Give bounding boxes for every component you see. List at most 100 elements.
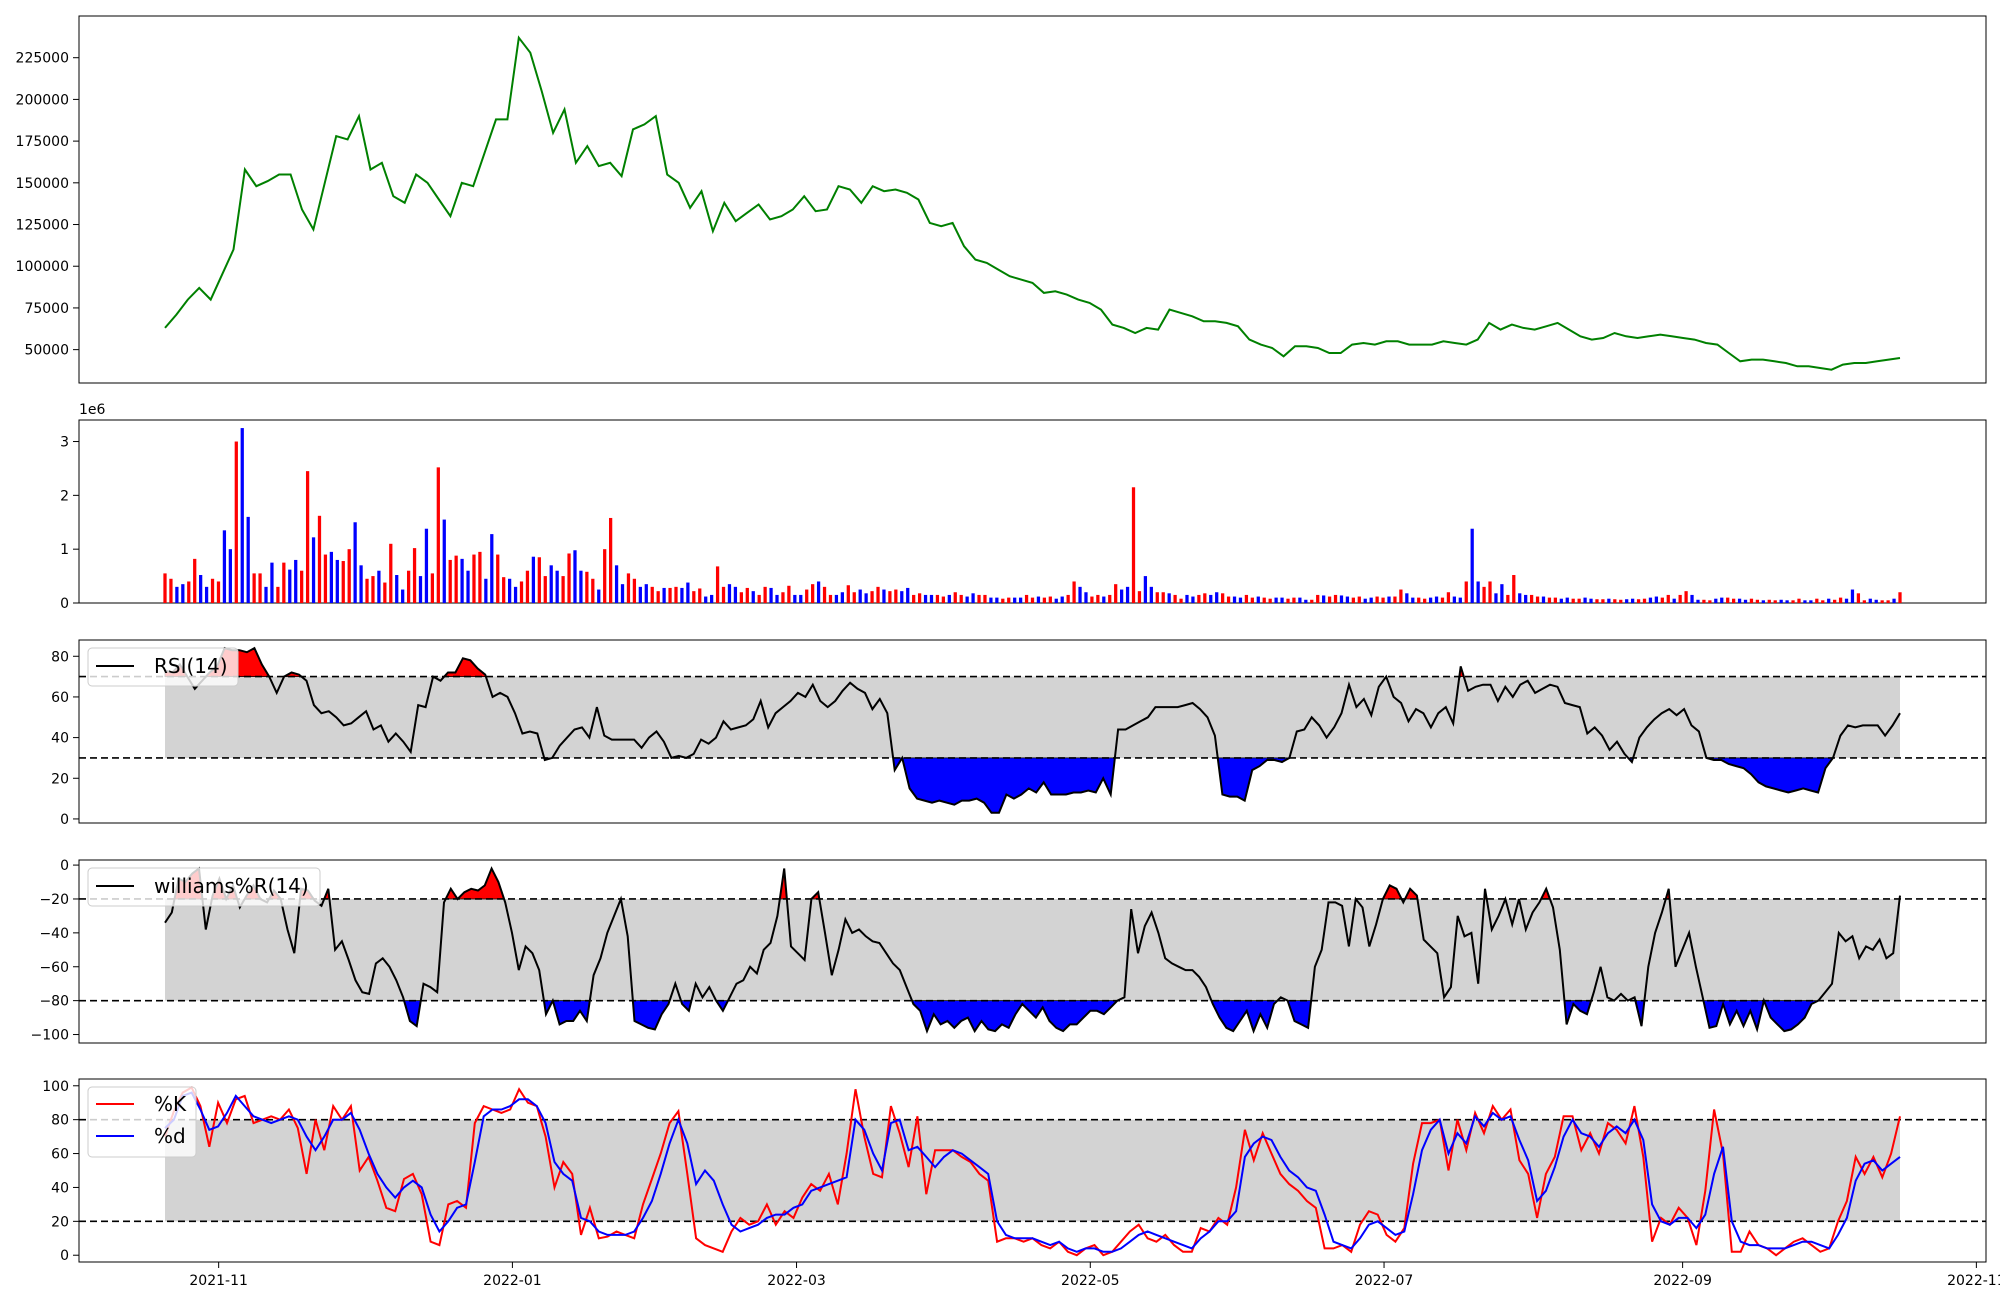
volume-bar: [448, 559, 452, 603]
rsi-y-tick-label: 20: [51, 771, 69, 787]
volume-bar: [822, 586, 827, 603]
volume-bar: [234, 441, 238, 603]
stochastic-y-tick-label: 60: [51, 1147, 69, 1163]
volume-bar: [1137, 591, 1142, 603]
volume-bar: [175, 586, 179, 603]
volume-bar: [311, 537, 316, 603]
volume-bar: [1066, 594, 1070, 603]
volume-bar: [775, 594, 779, 603]
volume-bar: [614, 565, 619, 603]
volume-bar: [1238, 597, 1243, 603]
volume-bar: [412, 548, 417, 603]
volume-bar: [816, 581, 821, 603]
volume-bar: [1018, 597, 1023, 603]
volume-bar: [335, 559, 339, 603]
volume-bar: [1559, 598, 1563, 603]
volume-bar: [864, 593, 868, 603]
volume-bar: [1399, 589, 1403, 603]
x-tick-label: 2022-09: [1653, 1273, 1712, 1289]
williams-line: [164, 866, 1901, 1034]
volume-bar: [840, 592, 844, 603]
volume-bar: [1506, 594, 1510, 603]
volume-bar: [222, 530, 227, 603]
volume-bar: [1221, 593, 1225, 603]
volume-bar: [1595, 599, 1599, 603]
williams-panel: 0 −20 −40 −60 −80 −100 williams%R(14): [31, 858, 1987, 1044]
volume-bar: [1197, 594, 1201, 603]
volume-bar: [1119, 589, 1124, 603]
volume-bar: [1874, 599, 1878, 603]
volume-bar: [507, 578, 512, 603]
volume-bar: [1868, 598, 1872, 603]
volume-bar: [852, 592, 856, 603]
volume-bar: [204, 586, 209, 603]
x-tick-label: 2022-03: [767, 1273, 826, 1289]
volume-bar: [1345, 596, 1350, 603]
volume-bar: [543, 576, 547, 603]
volume-bar: [1850, 589, 1855, 603]
volume-bar: [1565, 597, 1569, 603]
volume-bar: [1024, 594, 1029, 603]
volume-bar: [715, 566, 720, 603]
stochastic-axes-frame: [78, 1078, 1987, 1263]
volume-bar: [169, 578, 173, 603]
volume-bar: [216, 581, 221, 603]
volume-bar: [187, 581, 191, 603]
date-x-axis: 2021-11 2022-01 2022-03 2022-05 2022-07 2022-…: [189, 1262, 2000, 1289]
volume-bar: [959, 594, 963, 603]
volume-bar: [1690, 594, 1694, 603]
volume-bar: [442, 519, 446, 603]
williams-legend-label: williams%R(14): [154, 874, 309, 898]
volume-y-tick-label: 3: [60, 435, 69, 451]
volume-bar: [632, 578, 637, 603]
volume-bar: [1078, 586, 1082, 603]
rsi-legend: RSI(14): [87, 647, 239, 687]
volume-bar: [496, 554, 500, 603]
price-y-tick-label: 200000: [16, 92, 69, 108]
volume-bar: [912, 594, 916, 603]
volume-bar: [579, 570, 583, 603]
volume-bar: [947, 594, 951, 603]
volume-bar: [1013, 597, 1017, 603]
volume-bar: [941, 596, 946, 603]
volume-bar: [597, 589, 601, 603]
williams-y-axis: 0 −20 −40 −60 −80 −100: [31, 858, 79, 1044]
volume-bar: [1084, 592, 1088, 603]
rsi-y-tick-label: 0: [60, 812, 69, 828]
volume-bar: [846, 585, 850, 603]
volume-bar: [1482, 586, 1486, 603]
volume-bar: [662, 587, 666, 603]
volume-bar: [906, 587, 910, 603]
volume-bar: [549, 565, 553, 603]
volume-bar: [490, 534, 494, 603]
volume-bar: [1898, 592, 1902, 603]
volume-bar: [1464, 581, 1468, 603]
volume-bar: [1880, 600, 1884, 603]
volume-bar: [329, 551, 333, 603]
volume-bar: [1179, 598, 1183, 603]
volume-bar: [1684, 591, 1688, 603]
volume-bar: [757, 594, 761, 603]
volume-bar: [1292, 597, 1296, 603]
volume-bar: [995, 597, 999, 603]
volume-bar: [1001, 598, 1005, 603]
volume-bar: [787, 585, 791, 603]
volume-bar: [698, 588, 702, 603]
williams-legend: williams%R(14): [87, 867, 321, 907]
price-line: [164, 35, 1901, 371]
price-y-tick-label: 75000: [24, 301, 69, 317]
volume-bar: [210, 578, 215, 603]
rsi-y-axis: 0 20 40 60 80: [51, 649, 79, 828]
price-axes-frame: [78, 15, 1987, 384]
volume-bar: [1036, 596, 1041, 603]
volume-bar: [1185, 594, 1189, 603]
volume-bar: [626, 573, 631, 603]
volume-bar: [1743, 599, 1748, 603]
volume-bar: [638, 586, 642, 603]
volume-bar: [1601, 599, 1605, 603]
volume-bar: [537, 557, 541, 603]
williams-y-tick-label: −40: [39, 926, 69, 942]
williams-y-tick-label: −20: [39, 892, 69, 908]
volume-bar: [811, 584, 815, 603]
